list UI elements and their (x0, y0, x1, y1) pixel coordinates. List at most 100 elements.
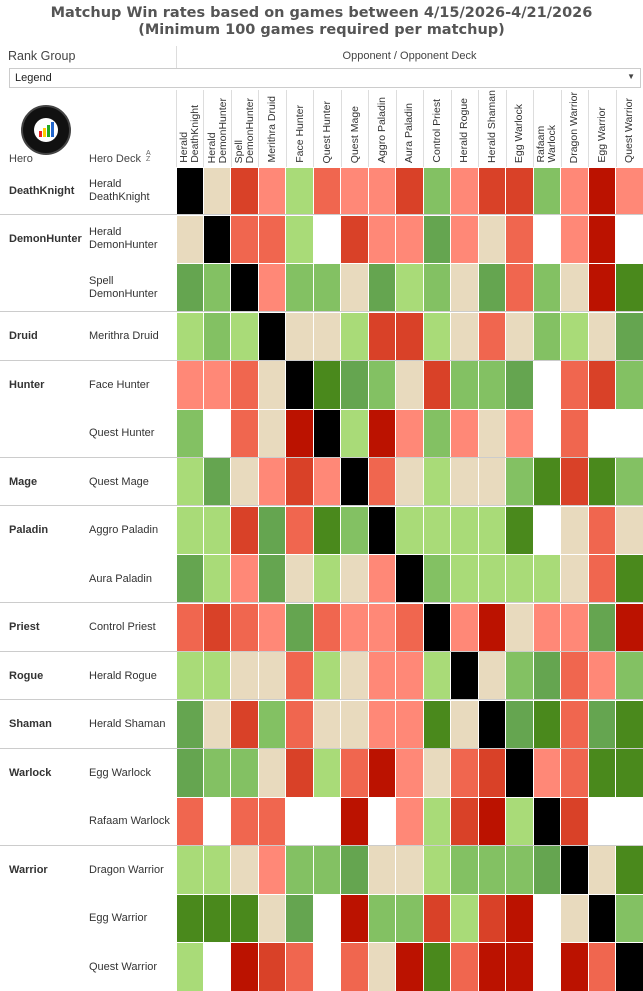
matchup-cell[interactable] (478, 894, 506, 943)
matchup-cell[interactable] (341, 603, 368, 652)
matchup-cell[interactable] (561, 797, 588, 846)
column-header[interactable]: Quest Warrior (615, 90, 643, 167)
matchup-cell[interactable] (231, 506, 258, 555)
matchup-cell[interactable] (423, 312, 451, 361)
matchup-cell[interactable] (616, 264, 643, 312)
matchup-cell[interactable] (423, 943, 451, 991)
matchup-cell[interactable] (203, 361, 231, 409)
matchup-cell[interactable] (561, 361, 588, 409)
matchup-cell[interactable] (561, 603, 588, 652)
matchup-cell[interactable] (368, 409, 396, 458)
matchup-cell[interactable] (616, 506, 643, 555)
matchup-cell[interactable] (396, 846, 423, 894)
matchup-cell[interactable] (451, 943, 478, 991)
column-header[interactable]: Aura Paladin (395, 90, 423, 167)
matchup-cell[interactable] (478, 264, 506, 312)
matchup-cell[interactable] (286, 312, 313, 361)
matchup-cell[interactable] (396, 603, 423, 652)
matchup-cell[interactable] (478, 167, 506, 215)
matchup-cell[interactable] (396, 555, 423, 603)
matchup-cell[interactable] (231, 652, 258, 700)
column-header[interactable]: Merithra Druid (258, 90, 285, 167)
matchup-cell[interactable] (423, 652, 451, 700)
matchup-cell[interactable] (368, 894, 396, 943)
matchup-cell[interactable] (478, 555, 506, 603)
matchup-cell[interactable] (231, 167, 258, 215)
matchup-cell[interactable] (561, 894, 588, 943)
matchup-cell[interactable] (286, 215, 313, 264)
matchup-cell[interactable] (423, 749, 451, 797)
matchup-cell[interactable] (203, 797, 231, 846)
matchup-cell[interactable] (368, 652, 396, 700)
matchup-cell[interactable] (478, 215, 506, 264)
matchup-cell[interactable] (176, 700, 203, 749)
column-header[interactable]: Aggro Paladin (368, 90, 395, 167)
matchup-cell[interactable] (203, 167, 231, 215)
matchup-cell[interactable] (533, 409, 561, 458)
matchup-cell[interactable] (176, 409, 203, 458)
matchup-cell[interactable] (286, 409, 313, 458)
matchup-cell[interactable] (588, 458, 616, 506)
matchup-cell[interactable] (423, 167, 451, 215)
matchup-cell[interactable] (203, 506, 231, 555)
matchup-cell[interactable] (368, 506, 396, 555)
column-header[interactable]: Spell DemonHunter (230, 90, 258, 167)
matchup-cell[interactable] (451, 458, 478, 506)
matchup-cell[interactable] (588, 506, 616, 555)
matchup-cell[interactable] (286, 943, 313, 991)
matchup-cell[interactable] (506, 943, 533, 991)
matchup-cell[interactable] (561, 943, 588, 991)
matchup-cell[interactable] (313, 215, 341, 264)
matchup-cell[interactable] (533, 846, 561, 894)
matchup-cell[interactable] (533, 458, 561, 506)
matchup-cell[interactable] (313, 458, 341, 506)
matchup-cell[interactable] (533, 700, 561, 749)
matchup-cell[interactable] (341, 215, 368, 264)
matchup-cell[interactable] (231, 264, 258, 312)
matchup-cell[interactable] (423, 846, 451, 894)
matchup-cell[interactable] (588, 264, 616, 312)
matchup-cell[interactable] (176, 555, 203, 603)
matchup-cell[interactable] (616, 312, 643, 361)
matchup-cell[interactable] (616, 943, 643, 991)
matchup-cell[interactable] (368, 167, 396, 215)
matchup-cell[interactable] (231, 555, 258, 603)
matchup-cell[interactable] (588, 943, 616, 991)
matchup-cell[interactable] (506, 361, 533, 409)
matchup-cell[interactable] (231, 749, 258, 797)
matchup-cell[interactable] (341, 894, 368, 943)
matchup-cell[interactable] (286, 652, 313, 700)
matchup-cell[interactable] (203, 312, 231, 361)
matchup-cell[interactable] (478, 749, 506, 797)
matchup-cell[interactable] (176, 943, 203, 991)
matchup-cell[interactable] (231, 846, 258, 894)
matchup-cell[interactable] (506, 458, 533, 506)
matchup-cell[interactable] (533, 506, 561, 555)
matchup-cell[interactable] (368, 797, 396, 846)
matchup-cell[interactable] (286, 555, 313, 603)
matchup-cell[interactable] (258, 749, 286, 797)
matchup-cell[interactable] (368, 603, 396, 652)
matchup-cell[interactable] (368, 943, 396, 991)
matchup-cell[interactable] (478, 943, 506, 991)
matchup-cell[interactable] (451, 603, 478, 652)
matchup-cell[interactable] (176, 458, 203, 506)
matchup-cell[interactable] (313, 409, 341, 458)
matchup-cell[interactable] (286, 700, 313, 749)
matchup-cell[interactable] (588, 555, 616, 603)
matchup-cell[interactable] (286, 603, 313, 652)
matchup-cell[interactable] (258, 215, 286, 264)
matchup-cell[interactable] (258, 797, 286, 846)
matchup-cell[interactable] (451, 506, 478, 555)
matchup-cell[interactable] (423, 361, 451, 409)
matchup-cell[interactable] (231, 458, 258, 506)
matchup-cell[interactable] (396, 458, 423, 506)
matchup-cell[interactable] (176, 361, 203, 409)
matchup-cell[interactable] (588, 749, 616, 797)
matchup-cell[interactable] (506, 215, 533, 264)
matchup-cell[interactable] (203, 264, 231, 312)
matchup-cell[interactable] (313, 603, 341, 652)
matchup-cell[interactable] (258, 603, 286, 652)
matchup-cell[interactable] (258, 264, 286, 312)
matchup-cell[interactable] (231, 312, 258, 361)
